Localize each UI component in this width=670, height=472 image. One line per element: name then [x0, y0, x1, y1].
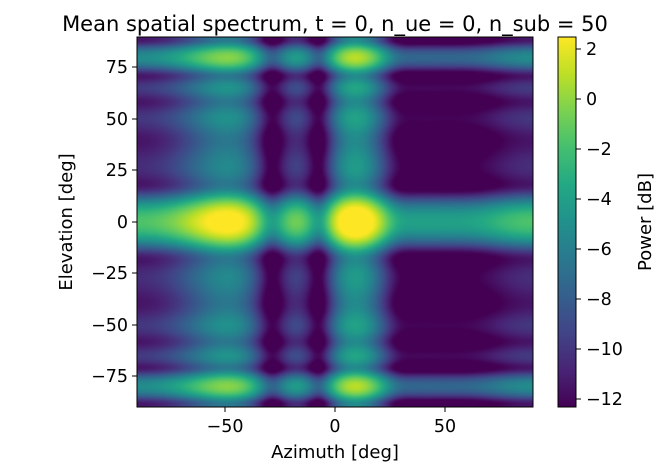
y-axis-label: Elevation [deg]	[56, 153, 77, 290]
colorbar-tick-label: −12	[586, 390, 623, 410]
colorbar-tick-label: 2	[586, 40, 597, 60]
colorbar-tick-label: −6	[586, 240, 612, 260]
colorbar-tick-label: −4	[586, 190, 612, 210]
colorbar: 2 0 −2 −4 −6 −8 −10 −12 Power [dB]	[557, 36, 656, 410]
colorbar-tick-label: −2	[586, 140, 612, 160]
x-axis-label: Azimuth [deg]	[271, 442, 399, 463]
y-axis: 75 50 25 0 −25 −50 −75 Elevation [deg]	[56, 58, 137, 387]
y-tick-label: −75	[91, 367, 128, 387]
y-tick-label: 75	[106, 58, 128, 78]
y-tick-label: 50	[106, 110, 128, 130]
y-tick-label: 0	[117, 213, 128, 233]
chart-title: Mean spatial spectrum, t = 0, n_ue = 0, …	[62, 12, 608, 37]
colorbar-tick-label: −10	[586, 340, 623, 360]
y-tick-label: −50	[91, 316, 128, 336]
y-tick-label: −25	[91, 264, 128, 284]
colorbar-gradient	[557, 36, 577, 408]
colorbar-label: Power [dB]	[635, 173, 656, 271]
x-axis: −50 0 50 Azimuth [deg]	[207, 407, 456, 463]
colorbar-tick-label: 0	[586, 90, 597, 110]
x-tick-label: −50	[207, 417, 244, 437]
heatmap-canvas	[137, 37, 533, 407]
x-tick-label: 50	[434, 417, 456, 437]
colorbar-tick-label: −8	[586, 290, 612, 310]
heatmap-area	[136, 36, 534, 408]
y-tick-label: 25	[106, 161, 128, 181]
x-tick-label: 0	[329, 417, 340, 437]
